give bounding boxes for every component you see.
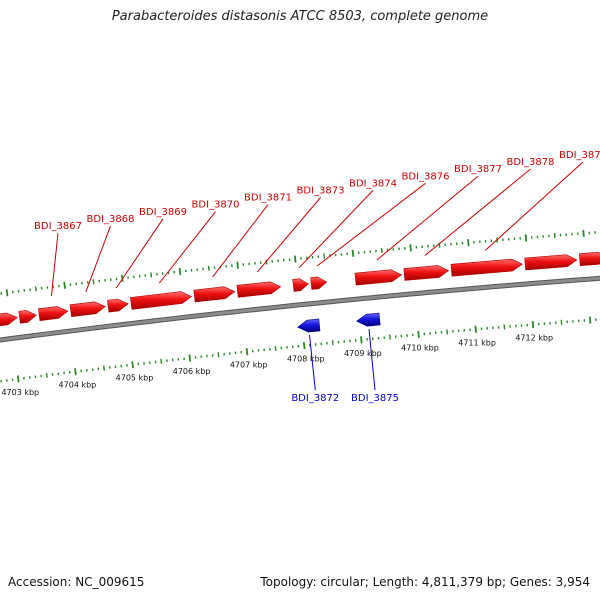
label-leader-line xyxy=(50,232,59,297)
forward-gene[interactable] xyxy=(0,312,18,328)
scale-label: 4709 kbp xyxy=(344,349,382,358)
tick-mark xyxy=(5,289,9,297)
forward-gene[interactable] xyxy=(524,254,578,271)
tick-mark xyxy=(150,272,153,278)
reverse-gene[interactable] xyxy=(297,318,321,333)
tick-mark xyxy=(531,321,535,329)
forward-gene[interactable] xyxy=(292,278,309,292)
tick-mark xyxy=(131,361,134,369)
forward-gene[interactable] xyxy=(193,286,236,303)
label-leader-line xyxy=(212,204,269,278)
genome-title: Parabacteroides distasonis ATCC 8503, co… xyxy=(111,9,489,24)
gene-label: BDI_3872 xyxy=(291,393,339,404)
tick-mark xyxy=(217,352,220,358)
tick-mark xyxy=(236,261,239,269)
tick-mark xyxy=(92,279,95,285)
gene-label: BDI_3868 xyxy=(87,214,135,225)
forward-gene[interactable] xyxy=(450,258,523,277)
gene-label: BDI_3873 xyxy=(297,186,345,197)
tick-mark xyxy=(188,354,192,362)
scale-label: 4705 kbp xyxy=(116,374,154,383)
tick-mark xyxy=(245,348,249,356)
gene-label: BDI_3879 xyxy=(559,150,600,161)
tick-mark xyxy=(207,265,210,271)
tick-mark xyxy=(524,234,528,242)
tick-mark xyxy=(331,340,334,346)
topology-text: Topology: circular; Length: 4,811,379 bp… xyxy=(260,575,590,589)
tick-mark xyxy=(589,316,592,324)
label-leader-line xyxy=(309,334,316,391)
forward-gene[interactable] xyxy=(107,298,129,313)
gene-label: BDI_3877 xyxy=(454,164,502,175)
tick-mark xyxy=(360,336,363,344)
tick-mark xyxy=(503,324,506,330)
label-leader-line xyxy=(316,182,426,267)
forward-gene[interactable] xyxy=(38,306,69,322)
accession-text: Accession: NC_009615 xyxy=(8,575,145,589)
scale-label: 4710 kbp xyxy=(401,343,439,352)
scale-label: 4708 kbp xyxy=(287,355,325,364)
tick-mark xyxy=(446,329,449,335)
forward-gene[interactable] xyxy=(403,265,450,281)
label-leader-line xyxy=(159,211,216,284)
tick-mark xyxy=(45,372,48,378)
gene-label: BDI_3874 xyxy=(349,178,397,189)
forward-gene[interactable] xyxy=(310,276,328,290)
forward-gene[interactable] xyxy=(354,269,403,286)
label-leader-line xyxy=(376,175,479,261)
tick-mark xyxy=(467,239,470,247)
tick-mark xyxy=(323,253,326,259)
scale-label: 4706 kbp xyxy=(173,367,211,376)
scale-label: 4704 kbp xyxy=(59,381,97,390)
label-leader-line xyxy=(424,168,531,256)
forward-gene[interactable] xyxy=(69,301,106,318)
tick-mark xyxy=(103,365,106,371)
forward-gene[interactable] xyxy=(130,291,193,310)
label-leader-line xyxy=(368,329,376,391)
tick-mark xyxy=(380,247,383,254)
tick-mark xyxy=(409,244,412,252)
gene-label: BDI_3876 xyxy=(402,171,450,182)
tick-mark xyxy=(294,255,297,263)
gene-label: BDI_3875 xyxy=(351,393,399,404)
label-leader-line xyxy=(485,161,584,251)
scale-label: 4703 kbp xyxy=(1,388,39,397)
reverse-gene[interactable] xyxy=(356,312,381,327)
forward-gene[interactable] xyxy=(578,251,600,267)
tick-mark xyxy=(160,358,163,364)
tick-mark xyxy=(16,375,20,383)
tick-marks xyxy=(0,229,597,383)
tick-mark xyxy=(582,229,585,237)
tick-mark xyxy=(302,341,306,350)
gene-label: BDI_3870 xyxy=(192,200,240,211)
tick-mark xyxy=(351,249,355,257)
tick-mark xyxy=(63,281,66,289)
tick-mark xyxy=(178,267,182,276)
label-leader-line xyxy=(256,197,321,273)
gene-label: BDI_3867 xyxy=(34,221,82,232)
forward-gene[interactable] xyxy=(18,310,37,324)
genome-backbone xyxy=(0,275,600,343)
tick-mark xyxy=(389,334,391,340)
scale-label: 4711 kbp xyxy=(458,338,496,347)
tick-mark xyxy=(474,325,477,333)
gene-label: BDI_3871 xyxy=(244,193,292,204)
forward-gene[interactable] xyxy=(236,281,282,298)
tick-mark xyxy=(274,346,277,352)
label-leader-line xyxy=(85,225,111,292)
scale-label: 4712 kbp xyxy=(515,334,553,343)
tick-mark xyxy=(74,368,77,376)
gene-label: BDI_3869 xyxy=(139,207,187,218)
tick-mark xyxy=(417,330,420,338)
tick-mark xyxy=(34,286,37,292)
scale-label: 4707 kbp xyxy=(230,361,268,370)
label-leader-line xyxy=(115,218,164,289)
labels: 4703 kbp 4704 kbp 4705 kbp 4706 kbp 4707 kbp… xyxy=(1,150,600,404)
gene-label: BDI_3878 xyxy=(507,157,555,168)
gene-features xyxy=(0,251,600,333)
backbone-line xyxy=(0,276,600,342)
label-leader-line xyxy=(298,190,374,269)
